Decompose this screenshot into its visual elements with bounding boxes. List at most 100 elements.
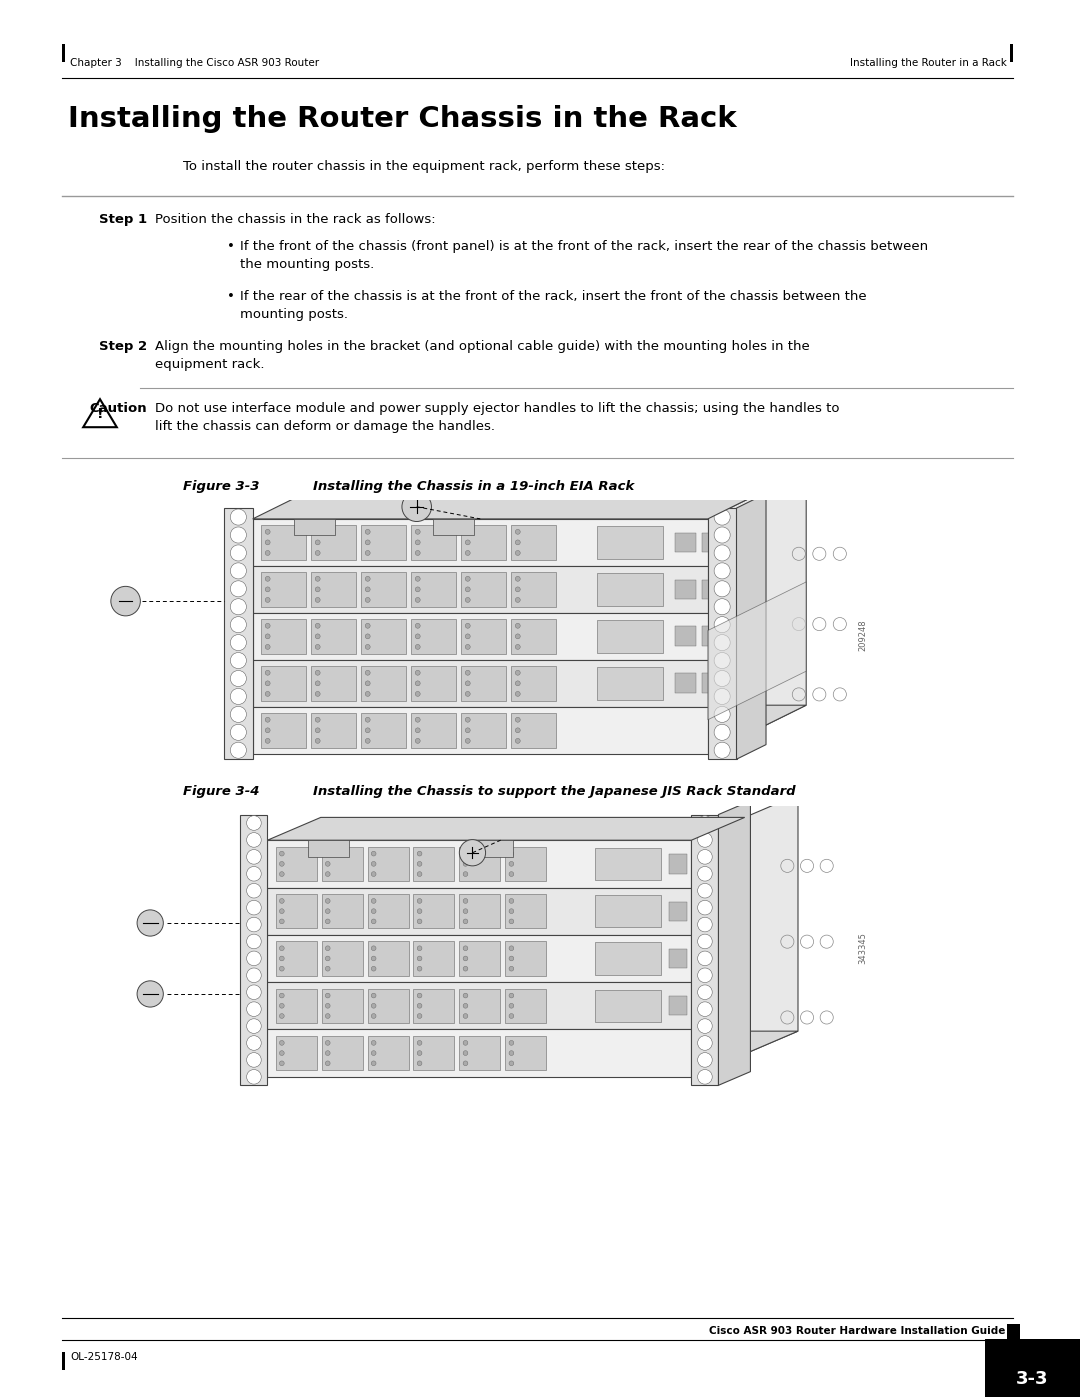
Circle shape xyxy=(463,1060,468,1066)
Circle shape xyxy=(365,539,370,545)
Bar xyxy=(311,666,356,701)
Bar xyxy=(459,894,500,928)
Text: !: ! xyxy=(97,407,104,420)
Text: Step 1: Step 1 xyxy=(99,212,147,226)
Bar xyxy=(729,626,750,647)
Circle shape xyxy=(417,1003,422,1009)
Bar xyxy=(459,1037,500,1070)
Polygon shape xyxy=(268,1031,798,1077)
Circle shape xyxy=(280,862,284,866)
Circle shape xyxy=(230,652,246,669)
Bar xyxy=(694,901,713,921)
Circle shape xyxy=(365,577,370,581)
Bar xyxy=(224,509,253,759)
Circle shape xyxy=(465,680,470,686)
Circle shape xyxy=(372,909,376,914)
Circle shape xyxy=(415,692,420,696)
Circle shape xyxy=(365,644,370,650)
Circle shape xyxy=(459,840,486,866)
Circle shape xyxy=(246,833,261,847)
Circle shape xyxy=(230,742,246,759)
Bar xyxy=(361,525,406,560)
Circle shape xyxy=(246,900,261,915)
Bar xyxy=(261,525,306,560)
Bar xyxy=(694,996,713,1016)
Circle shape xyxy=(515,717,521,722)
Circle shape xyxy=(417,967,422,971)
Bar xyxy=(707,509,737,759)
Bar xyxy=(461,525,507,560)
Bar xyxy=(268,935,691,982)
Circle shape xyxy=(315,634,320,638)
Text: Figure 3-3: Figure 3-3 xyxy=(183,481,259,493)
Bar xyxy=(322,894,363,928)
Bar xyxy=(595,895,661,928)
Circle shape xyxy=(714,545,730,562)
Circle shape xyxy=(266,577,270,581)
Text: Position the chassis in the rack as follows:: Position the chassis in the rack as foll… xyxy=(156,212,435,226)
Bar xyxy=(414,989,455,1023)
Circle shape xyxy=(714,634,730,651)
Circle shape xyxy=(280,956,284,961)
Circle shape xyxy=(463,946,468,950)
Bar xyxy=(595,848,661,880)
Circle shape xyxy=(266,680,270,686)
Circle shape xyxy=(315,728,320,733)
Bar xyxy=(675,626,696,647)
Bar xyxy=(729,673,750,693)
Polygon shape xyxy=(268,817,745,840)
Circle shape xyxy=(372,851,376,856)
Circle shape xyxy=(465,644,470,650)
Bar xyxy=(414,942,455,975)
Circle shape xyxy=(515,680,521,686)
Circle shape xyxy=(325,909,330,914)
Bar xyxy=(597,620,663,652)
Bar xyxy=(322,942,363,975)
Circle shape xyxy=(372,993,376,997)
Circle shape xyxy=(714,671,730,686)
Bar xyxy=(675,580,696,599)
Circle shape xyxy=(230,634,246,651)
Circle shape xyxy=(465,692,470,696)
Circle shape xyxy=(315,692,320,696)
Circle shape xyxy=(325,993,330,997)
Bar xyxy=(268,1030,691,1077)
Bar xyxy=(261,666,306,701)
Circle shape xyxy=(372,1060,376,1066)
Text: If the front of the chassis (front panel) is at the front of the rack, insert th: If the front of the chassis (front panel… xyxy=(240,240,928,271)
Circle shape xyxy=(698,1018,712,1034)
Circle shape xyxy=(315,644,320,650)
Circle shape xyxy=(315,623,320,629)
Circle shape xyxy=(365,680,370,686)
Circle shape xyxy=(280,1003,284,1009)
Bar xyxy=(253,518,707,566)
Circle shape xyxy=(463,909,468,914)
Bar xyxy=(670,949,687,968)
Circle shape xyxy=(698,900,712,915)
Circle shape xyxy=(417,1051,422,1056)
Bar xyxy=(275,942,316,975)
Circle shape xyxy=(417,862,422,866)
Circle shape xyxy=(365,550,370,556)
Text: Installing the Chassis to support the Japanese JIS Rack Standard: Installing the Chassis to support the Ja… xyxy=(313,785,796,798)
Circle shape xyxy=(230,545,246,562)
Polygon shape xyxy=(707,471,806,754)
Bar xyxy=(411,571,456,606)
Circle shape xyxy=(417,1060,422,1066)
Circle shape xyxy=(415,587,420,592)
Bar xyxy=(294,518,335,535)
Bar xyxy=(253,613,707,659)
Text: Cisco ASR 903 Router Hardware Installation Guide: Cisco ASR 903 Router Hardware Installati… xyxy=(708,1326,1005,1336)
Text: Align the mounting holes in the bracket (and optional cable guide) with the moun: Align the mounting holes in the bracket … xyxy=(156,339,810,372)
Circle shape xyxy=(465,550,470,556)
Circle shape xyxy=(465,577,470,581)
Circle shape xyxy=(325,967,330,971)
Bar xyxy=(1007,1324,1020,1340)
Circle shape xyxy=(325,851,330,856)
Circle shape xyxy=(372,862,376,866)
Bar xyxy=(361,619,406,654)
Circle shape xyxy=(315,550,320,556)
Bar xyxy=(472,840,513,858)
Circle shape xyxy=(280,898,284,904)
Circle shape xyxy=(325,1051,330,1056)
